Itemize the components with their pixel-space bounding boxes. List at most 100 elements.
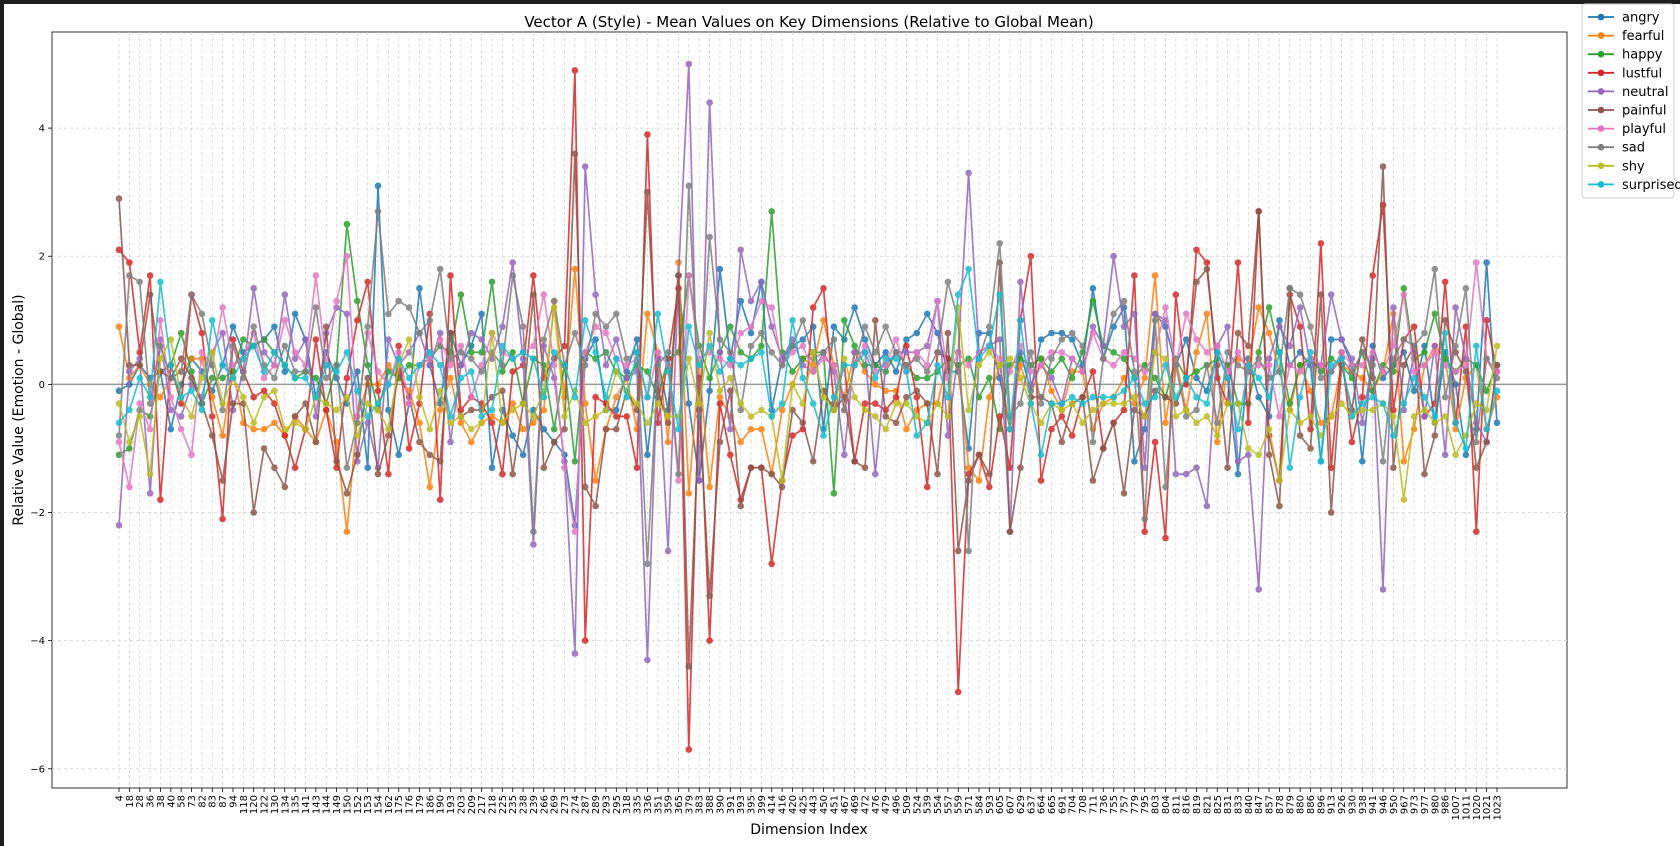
data-point bbox=[923, 310, 931, 318]
data-point bbox=[602, 406, 610, 414]
data-point bbox=[374, 400, 382, 407]
data-point bbox=[934, 400, 941, 407]
data-point bbox=[778, 477, 786, 484]
data-point bbox=[727, 374, 734, 382]
data-point bbox=[934, 349, 941, 356]
x-tick-label: 416 bbox=[778, 795, 789, 814]
x-tick-label: 1007 bbox=[1451, 795, 1462, 820]
data-point bbox=[685, 60, 693, 68]
data-point bbox=[312, 438, 320, 446]
data-point bbox=[1255, 355, 1262, 363]
data-point bbox=[157, 368, 164, 375]
data-point bbox=[1131, 374, 1138, 382]
data-point bbox=[1017, 464, 1024, 472]
data-point bbox=[1265, 329, 1273, 337]
x-tick-label: 134 bbox=[280, 795, 291, 814]
x-tick-label: 143 bbox=[311, 795, 322, 814]
x-tick-label: 831 bbox=[1223, 795, 1234, 814]
data-point bbox=[1203, 310, 1211, 318]
data-point bbox=[1338, 400, 1345, 407]
data-point bbox=[1027, 349, 1035, 356]
x-tick-label: 266 bbox=[539, 795, 550, 814]
data-point bbox=[965, 355, 972, 363]
data-point bbox=[436, 496, 444, 504]
x-tick-label: 38 bbox=[156, 795, 167, 808]
data-point bbox=[126, 259, 133, 266]
data-point bbox=[115, 246, 123, 254]
data-point bbox=[219, 477, 226, 484]
data-point bbox=[1089, 406, 1097, 414]
data-point bbox=[1027, 368, 1035, 375]
data-point bbox=[1037, 419, 1045, 427]
data-point bbox=[281, 368, 289, 375]
data-point bbox=[592, 336, 599, 343]
data-point bbox=[385, 406, 392, 414]
data-point bbox=[1245, 445, 1252, 452]
data-point bbox=[1214, 342, 1221, 350]
data-point bbox=[488, 406, 496, 414]
legend-marker bbox=[1597, 88, 1605, 95]
data-point bbox=[1441, 355, 1449, 363]
data-point bbox=[1255, 208, 1262, 215]
data-point bbox=[841, 406, 848, 414]
data-point bbox=[405, 374, 413, 382]
data-point bbox=[208, 432, 216, 439]
data-point bbox=[1182, 336, 1190, 343]
x-tick-label: 496 bbox=[892, 795, 903, 814]
data-point bbox=[540, 393, 548, 401]
x-tick-label: 395 bbox=[747, 795, 758, 814]
data-point bbox=[260, 425, 268, 433]
data-point bbox=[1234, 259, 1242, 266]
data-point bbox=[1431, 342, 1439, 350]
data-point bbox=[685, 400, 693, 407]
data-point bbox=[613, 355, 620, 363]
data-point bbox=[1089, 329, 1097, 337]
data-point bbox=[1286, 285, 1294, 292]
x-tick-label: 554 bbox=[933, 795, 944, 814]
x-tick-label: 977 bbox=[1420, 795, 1431, 814]
data-point bbox=[1359, 336, 1366, 343]
data-point bbox=[250, 285, 257, 292]
data-point bbox=[1193, 393, 1200, 401]
data-point bbox=[685, 272, 693, 279]
data-point bbox=[188, 291, 195, 299]
data-point bbox=[333, 297, 340, 305]
data-point bbox=[644, 368, 651, 375]
legend-marker bbox=[1597, 143, 1605, 151]
data-point bbox=[1141, 413, 1148, 420]
data-point bbox=[1203, 349, 1211, 356]
data-point bbox=[903, 425, 910, 433]
data-point bbox=[965, 477, 972, 484]
data-point bbox=[374, 406, 382, 414]
data-point bbox=[364, 464, 372, 472]
data-point bbox=[550, 361, 558, 369]
data-point bbox=[923, 419, 931, 427]
data-point bbox=[1162, 355, 1169, 363]
data-point bbox=[1441, 413, 1449, 420]
x-tick-label: 149 bbox=[332, 795, 343, 814]
data-point bbox=[1068, 355, 1076, 363]
data-point bbox=[1276, 477, 1283, 484]
data-point bbox=[457, 291, 465, 299]
data-point bbox=[1182, 374, 1190, 382]
data-point bbox=[1265, 451, 1273, 459]
data-point bbox=[1182, 406, 1190, 414]
data-point bbox=[540, 336, 548, 343]
data-point bbox=[343, 310, 351, 318]
legend-item-sad: sad bbox=[1588, 141, 1645, 156]
data-point bbox=[364, 361, 372, 369]
data-point bbox=[830, 406, 838, 414]
data-point bbox=[530, 541, 537, 548]
data-point bbox=[1089, 285, 1097, 292]
data-point bbox=[633, 400, 641, 407]
x-tick-label: 664 bbox=[1037, 795, 1048, 814]
data-point bbox=[747, 425, 755, 433]
data-point bbox=[1151, 374, 1159, 382]
data-point bbox=[1359, 393, 1366, 401]
data-point bbox=[1162, 393, 1169, 401]
data-point bbox=[1338, 349, 1345, 356]
data-point bbox=[229, 374, 237, 382]
data-point bbox=[872, 413, 879, 420]
data-point bbox=[716, 349, 724, 356]
data-point bbox=[1182, 413, 1190, 420]
